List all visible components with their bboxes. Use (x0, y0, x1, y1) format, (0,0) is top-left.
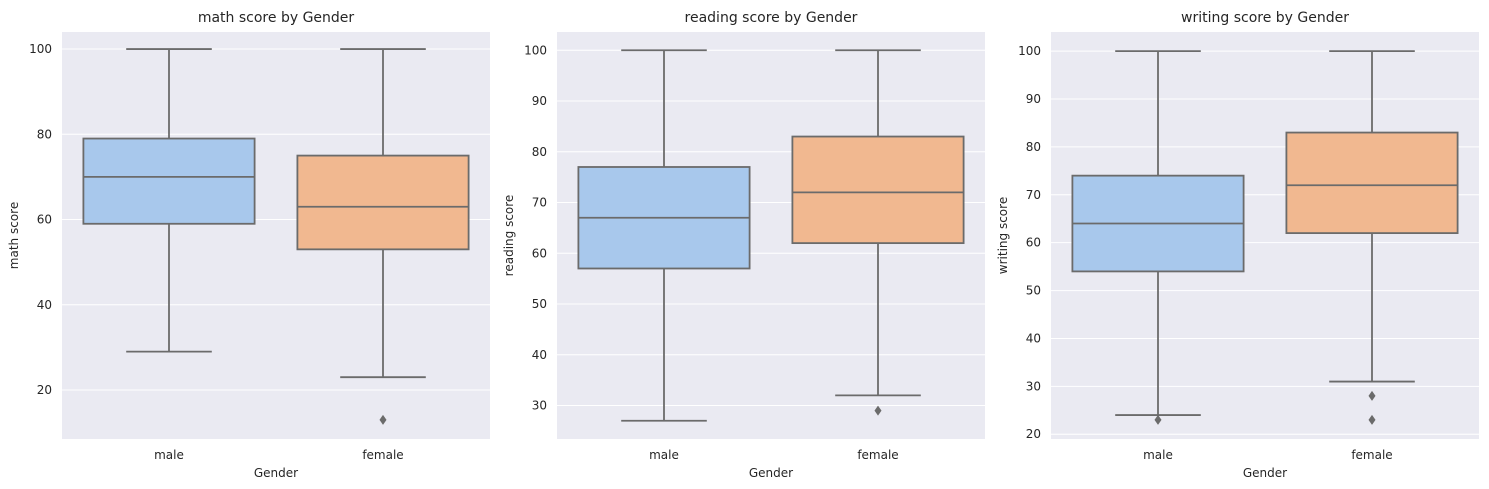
x-axis-label: Gender (749, 466, 793, 480)
reading-score-panel: 30 40 50 60 70 80 90 100 male female reading sco… (502, 10, 985, 480)
iqr-box (1285, 131, 1459, 235)
y-tick-label: 30 (1026, 379, 1041, 393)
x-axis-label: Gender (254, 466, 298, 480)
y-tick-label: 100 (1018, 44, 1041, 58)
y-axis-label: writing score (996, 197, 1010, 274)
box-female (791, 49, 965, 416)
y-tick-label: 70 (1026, 188, 1041, 202)
chart-title: writing score by Gender (1181, 10, 1349, 26)
chart-title: math score by Gender (198, 10, 355, 26)
y-tick-label: 100 (524, 43, 547, 57)
y-tick-label: 40 (1026, 331, 1041, 345)
y-tick-label: 50 (532, 297, 547, 311)
y-tick-label: 80 (1026, 140, 1041, 154)
x-tick-label: male (649, 448, 679, 462)
y-tick-label: 40 (532, 348, 547, 362)
math-score-panel: 20 40 60 80 100 male female math score by Gen… (7, 10, 490, 480)
outlier-point (1154, 414, 1162, 425)
y-tick-label: 60 (532, 246, 547, 260)
y-axis-label: math score (7, 202, 21, 269)
y-tick-label: 40 (37, 298, 52, 312)
y-tick-label: 100 (29, 42, 52, 56)
x-tick-label: male (154, 448, 184, 462)
y-tick-label: 70 (532, 196, 547, 210)
y-tick-label: 60 (37, 213, 52, 227)
outlier-point (1368, 390, 1376, 401)
y-axis-label: reading score (502, 195, 516, 277)
x-tick-label: female (857, 448, 898, 462)
box-male (577, 49, 751, 422)
y-tick-label: 90 (1026, 92, 1041, 106)
x-axis-label: Gender (1243, 466, 1287, 480)
y-tick-label: 80 (532, 145, 547, 159)
x-tick-label: female (1351, 448, 1392, 462)
outlier-point (874, 405, 882, 416)
y-tick-label: 20 (1026, 427, 1041, 441)
iqr-box (296, 154, 470, 251)
writing-score-panel: 20 30 40 50 60 70 80 90 100 male female writing s… (996, 10, 1479, 480)
x-tick-label: female (362, 448, 403, 462)
y-tick-label: 80 (37, 127, 52, 141)
outlier-point (1368, 414, 1376, 425)
y-tick-label: 60 (1026, 236, 1041, 250)
x-tick-label: male (1143, 448, 1173, 462)
y-tick-label: 50 (1026, 284, 1041, 298)
box-female (296, 48, 470, 425)
box-male (1071, 50, 1245, 425)
chart-title: reading score by Gender (685, 10, 858, 26)
y-tick-label: 20 (37, 383, 52, 397)
y-tick-label: 30 (532, 399, 547, 413)
box-male (82, 48, 256, 353)
y-tick-label: 90 (532, 94, 547, 108)
outlier-point (379, 414, 387, 425)
iqr-box (791, 135, 965, 245)
iqr-box (82, 137, 256, 225)
box-female (1285, 50, 1459, 425)
